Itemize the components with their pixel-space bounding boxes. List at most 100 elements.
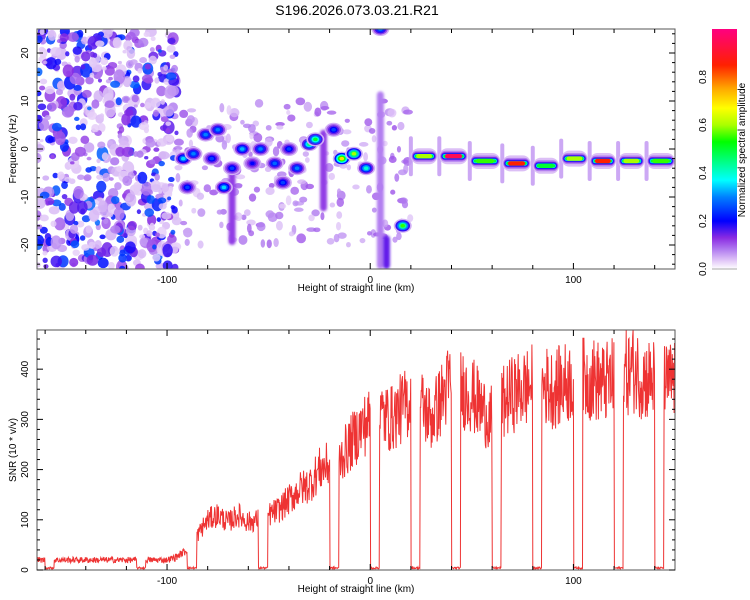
noise-speckle (314, 107, 322, 117)
noise-speckle (88, 241, 96, 249)
noise-speckle (165, 127, 171, 134)
noise-speckle (107, 140, 113, 146)
noise-speckle (170, 229, 176, 235)
noise-speckle (215, 135, 225, 143)
noise-speckle (77, 200, 88, 215)
noise-speckle (179, 109, 189, 119)
noise-speckle (140, 102, 145, 108)
noise-speckle (54, 131, 66, 146)
noise-speckle (146, 195, 155, 204)
noise-speckle (175, 172, 181, 183)
noise-speckle (61, 181, 68, 190)
noise-speckle (396, 146, 402, 153)
noise-speckle (182, 229, 192, 234)
noise-speckle (137, 249, 147, 259)
noise-speckle (67, 32, 79, 43)
noise-speckle (162, 260, 173, 269)
noise-speckle (37, 152, 42, 164)
noise-speckle (234, 212, 243, 222)
noise-speckle (150, 98, 161, 108)
noise-speckle (69, 224, 79, 234)
spectral-blob (339, 156, 345, 161)
noise-speckle (303, 101, 313, 112)
noise-speckle (69, 257, 79, 267)
noise-speckle (121, 146, 134, 158)
noise-speckle (147, 214, 157, 226)
noise-speckle (50, 154, 55, 160)
noise-speckle (61, 106, 74, 118)
noise-speckle (363, 152, 368, 162)
carrier-core (594, 158, 611, 164)
noise-speckle (167, 85, 179, 97)
noise-speckle (136, 209, 142, 215)
noise-speckle (287, 114, 296, 122)
noise-speckle (368, 127, 376, 134)
noise-speckle (275, 220, 283, 231)
noise-speckle (37, 114, 43, 124)
noise-speckle (119, 265, 126, 269)
noise-speckle (80, 135, 90, 144)
colorbar-gradient (712, 29, 737, 269)
noise-speckle (266, 239, 272, 249)
noise-speckle (136, 150, 144, 158)
noise-speckle (178, 199, 183, 207)
noise-speckle (45, 57, 57, 70)
noise-speckle (358, 142, 369, 147)
noise-speckle (174, 130, 179, 136)
noise-speckle (133, 181, 143, 191)
spectrogram-x-tick-label: 100 (565, 275, 582, 286)
noise-speckle (336, 197, 345, 207)
noise-speckle (152, 244, 157, 250)
spectral-blob (272, 161, 277, 166)
noise-speckle (359, 237, 366, 244)
noise-speckle (59, 33, 69, 42)
noise-speckle (137, 67, 143, 74)
noise-speckle (74, 55, 80, 63)
spectral-streak (228, 163, 236, 245)
noise-speckle (219, 103, 225, 113)
noise-speckle (336, 188, 342, 196)
noise-speckle (256, 221, 266, 232)
noise-speckle (235, 174, 246, 180)
noise-speckle (130, 115, 142, 128)
spectrogram-y-tick-label: 0 (20, 146, 31, 152)
noise-speckle (107, 261, 115, 269)
noise-speckle (156, 85, 167, 97)
noise-speckle (98, 200, 108, 213)
spectral-blob (280, 180, 286, 185)
noise-speckle (320, 212, 325, 221)
noise-speckle (80, 64, 86, 70)
noise-speckle (37, 197, 46, 209)
noise-speckle (272, 146, 280, 157)
noise-speckle (112, 37, 122, 49)
noise-speckle (121, 95, 131, 104)
noise-speckle (110, 157, 120, 166)
noise-speckle (76, 220, 85, 228)
noise-speckle (81, 244, 90, 251)
spectral-blob (286, 147, 292, 151)
noise-speckle (61, 193, 68, 200)
noise-speckle (121, 113, 131, 126)
noise-speckle (125, 192, 137, 207)
noise-speckle (290, 186, 300, 195)
noise-speckle (85, 167, 93, 173)
noise-speckle (70, 161, 75, 165)
noise-speckle (42, 60, 48, 65)
noise-speckle (371, 135, 377, 143)
spectral-blob (258, 147, 263, 151)
noise-speckle (154, 77, 160, 84)
noise-speckle (69, 93, 76, 101)
spectral-blob (250, 161, 255, 166)
noise-speckle (47, 29, 57, 41)
noise-speckle (87, 106, 92, 111)
noise-speckle (254, 98, 264, 108)
noise-speckle (149, 159, 156, 165)
noise-speckle (37, 103, 47, 111)
spectral-blob (313, 137, 318, 142)
noise-speckle (114, 182, 122, 190)
noise-speckle (197, 240, 204, 249)
noise-speckle (75, 124, 82, 131)
noise-speckle (234, 183, 243, 189)
noise-speckle (89, 72, 95, 79)
